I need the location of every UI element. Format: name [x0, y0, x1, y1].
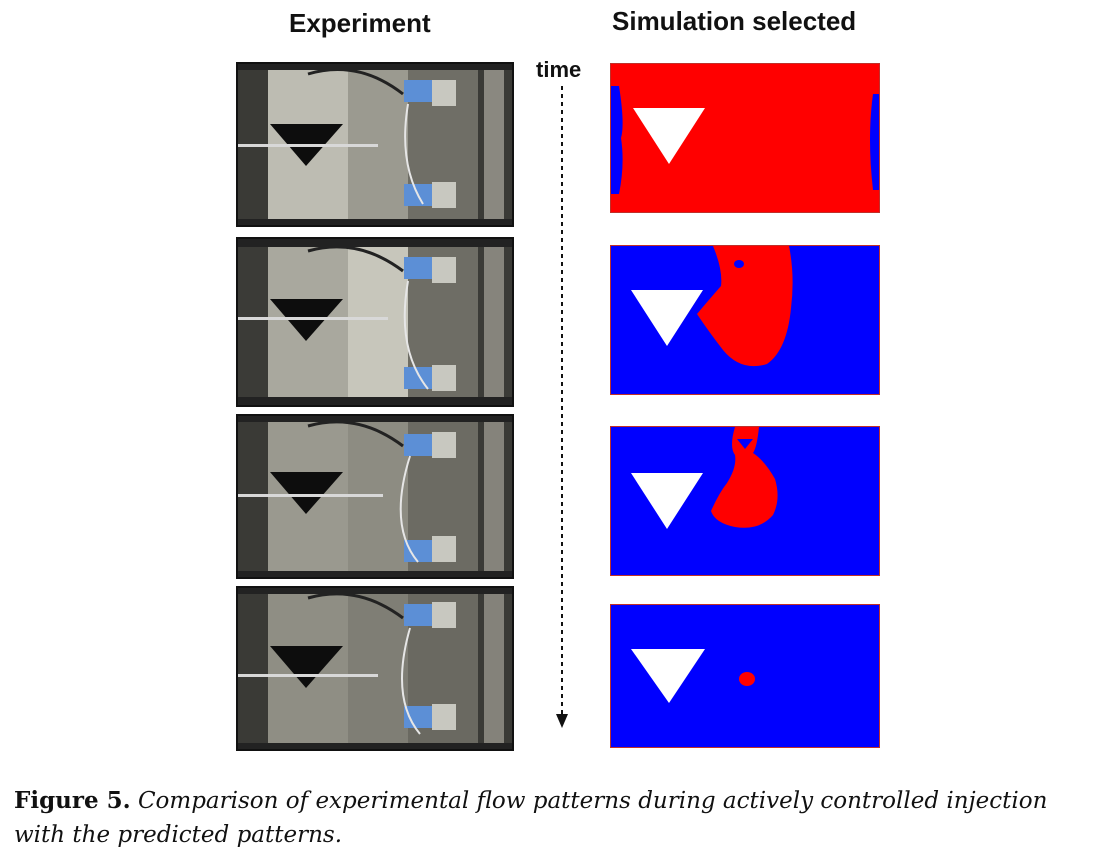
time-arrow: [556, 86, 568, 728]
time-label: time: [536, 57, 582, 82]
simulation-panel-1: [610, 63, 880, 213]
simulation-header: Simulation selected: [612, 6, 857, 36]
caption-label: Figure 5.: [14, 787, 131, 814]
simulation-panel-3: [610, 426, 880, 576]
experiment-header: Experiment: [289, 8, 431, 38]
simulation-panel-4: [610, 604, 880, 748]
figure-caption: Figure 5. Comparison of experimental flo…: [14, 784, 1094, 852]
experiment-photo-4: [236, 586, 514, 751]
simulation-panel-2: [610, 245, 880, 395]
caption-text: Comparison of experimental flow patterns…: [14, 788, 1048, 848]
experiment-photo-2: [236, 237, 514, 407]
experiment-photo-3: [236, 414, 514, 579]
experiment-photo-1: [236, 62, 514, 227]
